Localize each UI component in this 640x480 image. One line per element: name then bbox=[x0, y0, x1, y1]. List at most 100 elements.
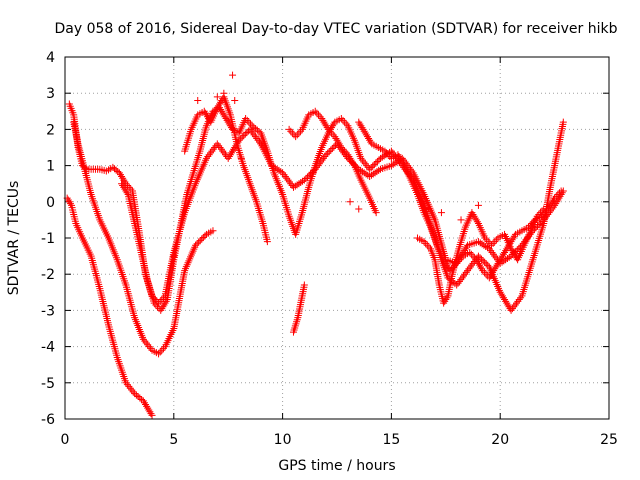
data-point bbox=[201, 109, 209, 117]
data-point bbox=[215, 142, 223, 150]
data-point bbox=[444, 274, 452, 282]
data-point bbox=[147, 344, 155, 352]
data-point bbox=[230, 145, 238, 153]
x-tick-label: 0 bbox=[61, 432, 70, 448]
data-point bbox=[347, 156, 355, 164]
data-point bbox=[472, 216, 480, 224]
data-point bbox=[367, 171, 375, 179]
data-point bbox=[209, 227, 217, 235]
data-point bbox=[324, 125, 332, 133]
data-point bbox=[557, 187, 565, 195]
data-point bbox=[501, 296, 509, 304]
data-point bbox=[229, 71, 237, 79]
data-point bbox=[358, 124, 366, 132]
data-point bbox=[320, 118, 328, 126]
data-point bbox=[548, 198, 556, 206]
data-point bbox=[510, 232, 518, 240]
data-point bbox=[509, 248, 517, 256]
data-point bbox=[231, 96, 239, 104]
data-point bbox=[162, 297, 170, 305]
data-point bbox=[293, 181, 301, 189]
data-point bbox=[295, 129, 303, 137]
data-point bbox=[458, 254, 466, 262]
data-point bbox=[370, 161, 378, 169]
data-point bbox=[240, 132, 248, 140]
chart-title: Day 058 of 2016, Sidereal Day-to-day VTE… bbox=[55, 21, 618, 37]
data-point bbox=[397, 156, 405, 164]
data-point bbox=[420, 238, 428, 246]
data-point bbox=[273, 165, 281, 173]
data-point bbox=[468, 261, 476, 269]
data-point bbox=[291, 182, 299, 190]
data-point bbox=[218, 107, 226, 115]
data-point bbox=[123, 189, 131, 197]
series-track-f bbox=[289, 281, 308, 336]
data-point bbox=[140, 399, 148, 407]
data-point bbox=[495, 258, 503, 266]
data-point bbox=[213, 93, 221, 101]
data-point bbox=[474, 201, 482, 209]
data-point bbox=[491, 265, 499, 273]
data-point bbox=[342, 120, 350, 128]
data-point bbox=[489, 239, 497, 247]
data-point bbox=[372, 159, 380, 167]
x-tick-label: 15 bbox=[382, 432, 400, 448]
data-point bbox=[341, 118, 349, 126]
data-point bbox=[195, 238, 203, 246]
data-point bbox=[488, 248, 496, 256]
data-point bbox=[484, 244, 492, 252]
data-point bbox=[323, 124, 331, 132]
data-point bbox=[250, 131, 258, 139]
data-point bbox=[309, 169, 317, 177]
series-outliers bbox=[170, 71, 482, 260]
data-point bbox=[115, 169, 123, 177]
data-point bbox=[366, 136, 374, 144]
data-point bbox=[467, 250, 475, 258]
data-point bbox=[243, 116, 251, 124]
data-point bbox=[144, 404, 152, 412]
data-point bbox=[559, 118, 567, 126]
data-point bbox=[551, 194, 559, 202]
data-point bbox=[131, 390, 139, 398]
data-point bbox=[361, 160, 369, 168]
data-point bbox=[533, 212, 541, 220]
data-point bbox=[125, 382, 133, 390]
data-point bbox=[372, 209, 380, 217]
series-track-i bbox=[414, 205, 548, 307]
x-tick-label: 25 bbox=[600, 432, 618, 448]
data-point bbox=[513, 299, 521, 307]
series-track-e bbox=[181, 93, 271, 246]
data-point bbox=[399, 160, 407, 168]
data-point bbox=[288, 129, 296, 137]
data-point bbox=[319, 116, 327, 124]
data-point bbox=[283, 174, 291, 182]
plot-frame bbox=[64, 56, 610, 420]
data-point bbox=[161, 299, 169, 307]
data-point bbox=[245, 118, 253, 126]
data-point bbox=[498, 252, 506, 260]
data-point bbox=[459, 272, 467, 280]
data-point bbox=[465, 265, 473, 273]
data-point bbox=[145, 406, 153, 414]
data-point bbox=[504, 301, 512, 309]
data-point bbox=[253, 134, 261, 142]
data-point bbox=[321, 120, 329, 128]
data-point bbox=[482, 242, 490, 250]
data-point bbox=[322, 151, 330, 159]
data-point bbox=[128, 386, 136, 394]
data-point bbox=[285, 125, 293, 133]
data-point bbox=[255, 138, 263, 146]
data-point bbox=[508, 305, 516, 313]
data-point bbox=[329, 122, 337, 130]
data-point bbox=[158, 346, 166, 354]
x-tick-label: 20 bbox=[491, 432, 509, 448]
data-point bbox=[366, 165, 374, 173]
data-point bbox=[297, 178, 305, 186]
x-tick-label: 10 bbox=[274, 432, 292, 448]
data-point bbox=[355, 205, 363, 213]
series-track-b bbox=[63, 194, 156, 419]
data-points bbox=[63, 71, 567, 419]
data-point bbox=[423, 241, 431, 249]
data-point bbox=[132, 391, 140, 399]
data-point bbox=[460, 247, 468, 255]
